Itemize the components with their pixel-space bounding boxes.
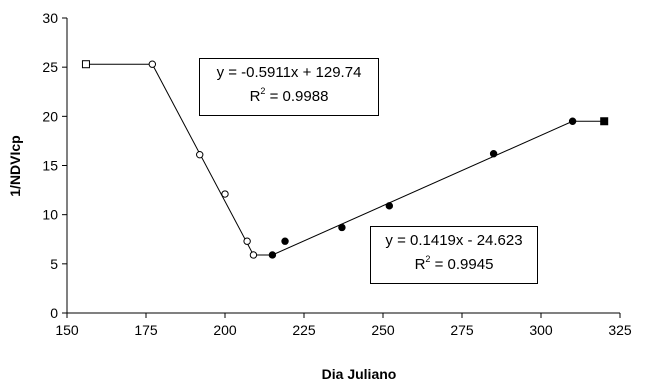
filled-circle-point [385, 202, 394, 210]
equation-2: y = 0.1419x - 24.623 [385, 232, 523, 249]
y-tick-label: 30 [42, 10, 58, 26]
open-circle-point [249, 251, 258, 259]
x-tick-label: 275 [450, 322, 474, 338]
tick-labels: 150 175 200 225 250 275 300 325 0 5 10 15 20 25 30 [42, 10, 631, 338]
equation-1: y = -0.5911x + 129.74 [216, 64, 362, 81]
filled-circle-point [268, 251, 277, 259]
x-tick-label: 150 [55, 322, 79, 338]
fit-line-segment [272, 120, 573, 256]
y-axis-title: 1/NDVIcp [7, 135, 23, 196]
filled-circle-point [489, 150, 498, 158]
x-tick-label: 175 [134, 322, 158, 338]
r-squared-1: R2 = 0.9988 [249, 86, 329, 105]
x-tick-label: 325 [608, 322, 632, 338]
open-circle-point [243, 237, 251, 245]
y-tick-label: 0 [50, 305, 58, 321]
fit-line-segment [151, 63, 254, 256]
equation-box-2: y = 0.1419x - 24.623 R2 = 0.9945 [370, 226, 538, 284]
r-squared-2: R2 = 0.9945 [414, 254, 494, 273]
equation-box-1: y = -0.5911x + 129.74 R2 = 0.9988 [199, 58, 379, 116]
open-square-point [81, 60, 90, 69]
y-tick-label: 15 [42, 158, 58, 174]
x-axis-title: Dia Juliano [322, 366, 397, 382]
y-tick-label: 25 [42, 59, 58, 75]
open-circle-point [221, 190, 229, 198]
filled-circle-point [281, 237, 289, 245]
filled-circle-point [568, 117, 577, 125]
x-tick-label: 225 [292, 322, 316, 338]
y-tick-label: 20 [42, 108, 58, 124]
axes [62, 17, 621, 318]
y-tick-label: 5 [50, 256, 58, 272]
x-tick-label: 200 [213, 322, 237, 338]
y-tick-label: 10 [42, 207, 58, 223]
x-tick-label: 250 [371, 322, 395, 338]
data-points [81, 60, 609, 259]
filled-square-point [600, 117, 609, 126]
open-circle-point [196, 150, 204, 159]
x-tick-label: 300 [529, 322, 553, 338]
open-circle-point [148, 60, 157, 68]
filled-circle-point [338, 223, 346, 232]
